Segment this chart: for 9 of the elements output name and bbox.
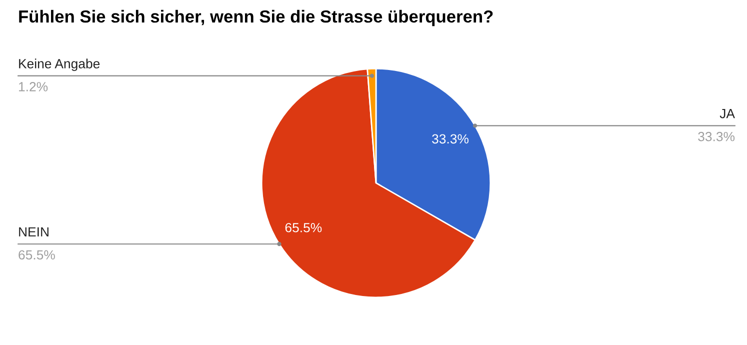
data-label: 1.2% xyxy=(19,82,48,92)
text: 33.3% xyxy=(698,132,735,142)
slice-label: JA xyxy=(720,109,735,118)
chart-title: Fühlen Sie sich sicher, wenn Sie die Strasse überqueren? xyxy=(19,10,493,26)
text: 65.5% xyxy=(18,250,55,260)
data-label: 65.5% xyxy=(285,222,322,232)
slice-label: Keine Angabe xyxy=(19,58,100,71)
data-label: 33.3% xyxy=(432,134,468,144)
slice-label: NEIN xyxy=(19,227,48,236)
